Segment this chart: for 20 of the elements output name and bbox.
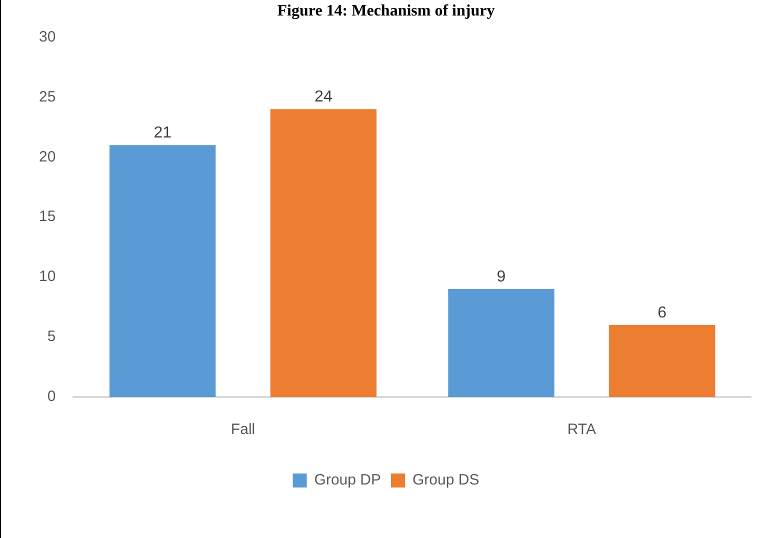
- data-label: 9: [496, 268, 506, 286]
- data-label: 24: [314, 88, 332, 106]
- y-tick-label: 5: [47, 328, 56, 346]
- x-tick-label: RTA: [567, 421, 596, 438]
- legend-label: Group DP: [314, 472, 382, 489]
- chart-title: Figure 14: Mechanism of injury: [277, 2, 495, 20]
- y-tick-label: 0: [47, 388, 56, 406]
- data-label: 21: [154, 124, 172, 142]
- y-tick-label: 10: [38, 268, 56, 286]
- bar: [609, 325, 716, 397]
- y-tick-label: 15: [38, 208, 56, 226]
- bar: [448, 289, 554, 397]
- y-tick-label: 25: [38, 88, 56, 106]
- legend-label: Group DS: [412, 472, 480, 489]
- y-tick-label: 30: [38, 28, 56, 46]
- data-label: 6: [658, 304, 667, 322]
- x-tick-label: Fall: [230, 421, 256, 438]
- bar: [110, 145, 216, 397]
- bar: [270, 109, 377, 397]
- y-tick-label: 20: [38, 148, 56, 166]
